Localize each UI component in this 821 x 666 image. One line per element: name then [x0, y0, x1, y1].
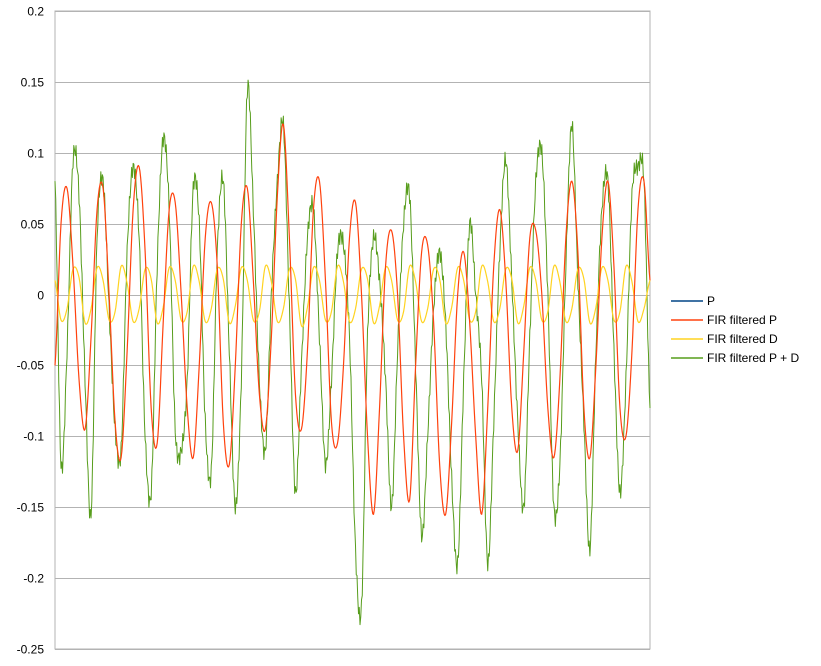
series-line-fir-filtered-p: [54, 123, 651, 517]
y-tick-label: 0: [37, 289, 44, 303]
y-tick-label: 0.1: [27, 147, 44, 161]
plot-area-frame: [54, 10, 651, 650]
legend-label: FIR filtered P: [707, 313, 777, 327]
y-tick-label: 0.15: [21, 76, 45, 90]
y-tick-label: -0.05: [17, 359, 45, 373]
gridlines: [54, 10, 651, 650]
y-tick-label: -0.25: [17, 643, 45, 657]
y-axis-tick-labels: 0.2 0.15 0.1 0.05 0 -0.05 -0.1 -0.15 -0.2 -0.25: [17, 5, 45, 657]
y-tick-label: 0.2: [27, 5, 44, 19]
y-tick-label: 0.05: [21, 218, 45, 232]
y-tick-label: -0.1: [23, 430, 44, 444]
legend-label: FIR filtered P + D: [707, 351, 799, 365]
series-line-fir-filtered-p-d: [54, 79, 651, 626]
legend: P FIR filtered P FIR filtered D FIR filtere…: [671, 294, 799, 365]
y-tick-label: -0.15: [17, 501, 45, 515]
y-tick-label: -0.2: [23, 572, 44, 586]
series-lines: [54, 79, 651, 626]
series-line-fir-filtered-d: [54, 264, 651, 328]
legend-label: P: [707, 294, 715, 308]
legend-label: FIR filtered D: [707, 332, 778, 346]
